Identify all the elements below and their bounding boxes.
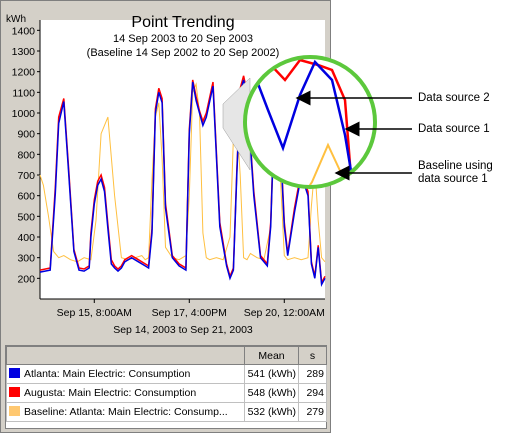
chart-subtitle: 14 Sep 2003 to 20 Sep 2003 <box>113 33 253 45</box>
annotation-overlay <box>222 55 412 189</box>
y-tick-label: 400 <box>17 232 35 244</box>
y-tick-label: 700 <box>17 170 35 182</box>
x-tick-label: Sep 20, 12:00AM <box>244 307 325 319</box>
y-tick-label: 1100 <box>12 87 35 99</box>
legend-header-mean[interactable]: Mean <box>244 346 299 365</box>
y-tick-label: 900 <box>17 129 35 141</box>
y-tick-label: 1400 <box>12 25 36 37</box>
magnifier-lens <box>243 55 377 189</box>
y-tick-label: 1000 <box>12 108 36 120</box>
callout-baseline-line2: data source 1 <box>418 173 488 185</box>
legend-mean: 532 (kWh) <box>244 402 299 422</box>
legend-header-row: Mean s <box>6 346 327 365</box>
legend-s: 279 <box>298 402 327 422</box>
callout-baseline-line1: Baseline using <box>418 160 493 172</box>
legend-row-atlanta[interactable]: Atlanta: Main Electric: Consumption 541 … <box>6 364 327 384</box>
legend-swatch-augusta <box>9 387 20 397</box>
legend-swatch-atlanta <box>9 368 20 378</box>
legend-swatch-baseline <box>9 406 20 416</box>
legend-header-s[interactable]: s <box>298 346 327 365</box>
legend-row-augusta[interactable]: Augusta: Main Electric: Consumption 548 … <box>6 383 327 403</box>
magnifier-cone <box>222 77 251 171</box>
magnifier-ring <box>243 55 377 189</box>
legend-name: Baseline: Atlanta: Main Electric: Consum… <box>24 406 228 418</box>
legend-name-cell: Baseline: Atlanta: Main Electric: Consum… <box>6 402 245 422</box>
x-tick-label: Sep 17, 4:00PM <box>152 307 227 319</box>
legend-row-baseline[interactable]: Baseline: Atlanta: Main Electric: Consum… <box>6 402 327 422</box>
legend-name: Atlanta: Main Electric: Consumption <box>24 368 191 380</box>
chart-baseline-range: (Baseline 14 Sep 2002 to 20 Sep 2002) <box>87 47 280 59</box>
magnified-atlanta-line <box>250 59 357 187</box>
callout-data-source-1: Data source 1 <box>418 123 490 135</box>
legend-name-cell: Augusta: Main Electric: Consumption <box>6 383 245 403</box>
legend-s: 289 <box>298 364 327 384</box>
y-tick-label: 600 <box>17 191 35 203</box>
chart-title: Point Trending <box>131 14 234 31</box>
legend-name: Augusta: Main Electric: Consumption <box>24 387 197 399</box>
y-tick-label: 300 <box>17 253 35 265</box>
legend-header-name[interactable] <box>6 346 245 365</box>
legend-mean: 548 (kWh) <box>244 383 299 403</box>
callout-data-source-2: Data source 2 <box>418 92 490 104</box>
legend-name-cell: Atlanta: Main Electric: Consumption <box>6 364 245 384</box>
y-tick-label: 500 <box>17 211 35 223</box>
y-axis-unit: kWh <box>6 14 26 25</box>
y-tick-label: 1300 <box>12 46 36 58</box>
y-tick-label: 800 <box>17 149 35 161</box>
x-tick-label: Sep 15, 8:00AM <box>57 307 132 319</box>
callout-baseline: Baseline using data source 1 <box>418 160 493 186</box>
x-range-label: Sep 14, 2003 to Sep 21, 2003 <box>113 324 253 336</box>
legend-s: 294 <box>298 383 327 403</box>
y-tick-label: 1200 <box>12 67 36 79</box>
legend-table: Mean s Atlanta: Main Electric: Consumpti… <box>5 345 327 429</box>
legend-mean: 541 (kWh) <box>244 364 299 384</box>
y-tick-label: 200 <box>17 273 35 285</box>
